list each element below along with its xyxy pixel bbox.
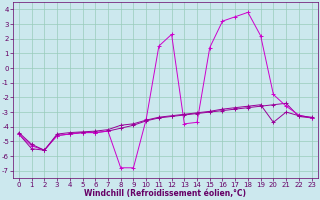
X-axis label: Windchill (Refroidissement éolien,°C): Windchill (Refroidissement éolien,°C) bbox=[84, 189, 246, 198]
